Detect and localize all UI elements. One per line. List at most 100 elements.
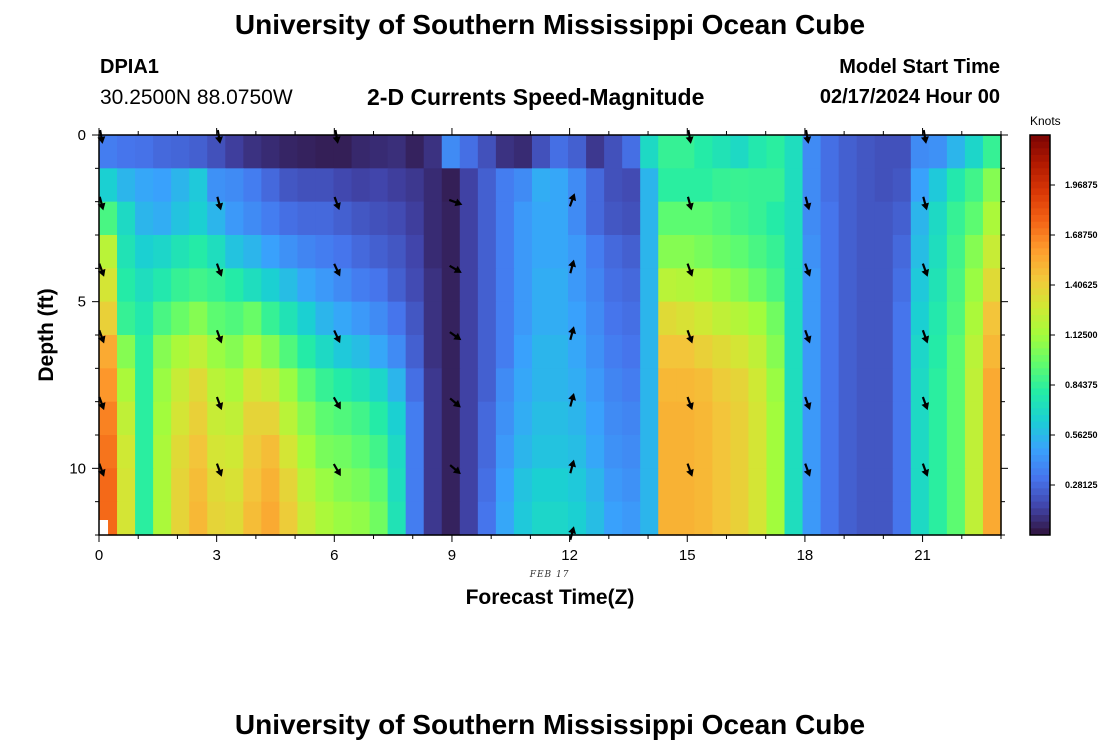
y-tick-label: 0 — [78, 127, 86, 144]
heatmap-cell — [423, 468, 443, 503]
heatmap-cell — [874, 135, 894, 169]
heatmap-cell — [387, 301, 407, 336]
heatmap-cell — [297, 301, 317, 336]
heatmap-cell — [405, 201, 425, 236]
heatmap-cell — [531, 501, 551, 536]
heatmap-cell — [459, 301, 479, 336]
heatmap-cell — [712, 501, 731, 536]
heatmap-cell — [351, 168, 371, 203]
heatmap-cell — [441, 501, 461, 536]
current-arrow-head — [568, 259, 576, 268]
heatmap-cell — [261, 301, 280, 336]
heatmap-cell — [315, 201, 335, 236]
heatmap-cell — [423, 135, 443, 169]
heatmap-cell — [153, 335, 172, 369]
heatmap-cell — [207, 401, 226, 436]
heatmap-cell — [189, 268, 208, 303]
heatmap-cell — [477, 401, 497, 436]
heatmap-cell — [225, 468, 244, 503]
heatmap-cell — [423, 335, 443, 369]
heatmap-cell — [640, 235, 659, 269]
heatmap-cell — [315, 468, 335, 503]
heatmap-cell — [369, 235, 389, 269]
heatmap-cell — [135, 435, 154, 469]
heatmap-cell — [712, 401, 731, 436]
current-arrow — [333, 330, 341, 344]
heatmap-cell — [423, 268, 443, 303]
colorbar-segment — [1030, 315, 1050, 323]
current-arrow — [921, 329, 930, 344]
colorbar-units: Knots — [1030, 114, 1061, 128]
heatmap-cell — [640, 435, 659, 469]
heatmap-cell — [261, 201, 280, 236]
heatmap-cell — [586, 168, 605, 203]
heatmap-cell — [297, 501, 317, 536]
heatmap-cell — [622, 335, 641, 369]
heatmap-cell — [459, 468, 479, 503]
heatmap-cell — [189, 368, 208, 403]
heatmap-cell — [784, 168, 804, 203]
heatmap-cell — [856, 501, 876, 536]
heatmap-cell — [135, 168, 154, 203]
heatmap-cell — [459, 368, 479, 403]
heatmap-cell — [117, 401, 136, 436]
current-arrow — [568, 459, 576, 474]
heatmap-cell — [423, 168, 443, 203]
heatmap-cell — [730, 268, 750, 303]
heatmap-cell — [495, 301, 515, 336]
heatmap-cell — [910, 168, 930, 203]
heatmap-cell — [315, 168, 335, 203]
heatmap-cell — [261, 468, 280, 503]
heatmap-cell — [856, 235, 876, 269]
current-arrow — [803, 396, 812, 411]
heatmap-cell — [477, 201, 497, 236]
heatmap-cell — [405, 268, 425, 303]
heatmap-cell — [928, 268, 948, 303]
heatmap-cell — [387, 435, 407, 469]
heatmap-cell — [586, 435, 605, 469]
heatmap-cell — [604, 201, 623, 236]
heatmap-cell — [189, 501, 208, 536]
colorbar-label: 0.28125 — [1065, 480, 1098, 490]
heatmap-cell — [261, 401, 280, 436]
heatmap-cell — [495, 335, 515, 369]
colorbar-segment — [1030, 408, 1050, 416]
heatmap-cell — [207, 268, 226, 303]
heatmap-cell — [766, 435, 786, 469]
heatmap-cell — [874, 201, 894, 236]
current-arrow — [803, 263, 812, 277]
colorbar-segment — [1030, 301, 1050, 309]
current-arrow — [97, 396, 106, 411]
heatmap-cell — [802, 468, 822, 503]
heatmap-cell — [982, 501, 1002, 536]
heatmap-cell — [153, 468, 172, 503]
current-arrow-head — [452, 399, 461, 408]
heatmap-cell — [982, 235, 1002, 269]
current-arrow-head — [568, 459, 576, 468]
current-arrow — [332, 396, 341, 410]
heatmap-cell — [568, 368, 587, 403]
model-start-value: 02/17/2024 Hour 00 — [819, 86, 1000, 108]
heatmap-cell — [640, 401, 659, 436]
heatmap-cell — [766, 168, 786, 203]
heatmap-cell — [387, 135, 407, 169]
heatmap-cell — [748, 168, 768, 203]
heatmap-cell — [171, 368, 190, 403]
heatmap-cell — [784, 301, 804, 336]
heatmap-cell — [622, 235, 641, 269]
heatmap-cell — [297, 268, 317, 303]
x-tick-label: 12 — [561, 547, 578, 564]
heatmap-cell — [369, 268, 389, 303]
heatmap-cell — [550, 401, 569, 436]
colorbar-segment — [1030, 415, 1050, 423]
heatmap-cell — [531, 368, 551, 403]
heatmap-cell — [910, 301, 930, 336]
current-arrow-head — [921, 335, 930, 344]
heatmap-cell — [99, 135, 118, 169]
heatmap-cell — [748, 501, 768, 536]
heatmap-cell — [225, 135, 244, 169]
heatmap-cell — [892, 368, 912, 403]
heatmap-cell — [946, 335, 966, 369]
heatmap-cell — [243, 368, 262, 403]
heatmap-cell — [658, 401, 677, 436]
